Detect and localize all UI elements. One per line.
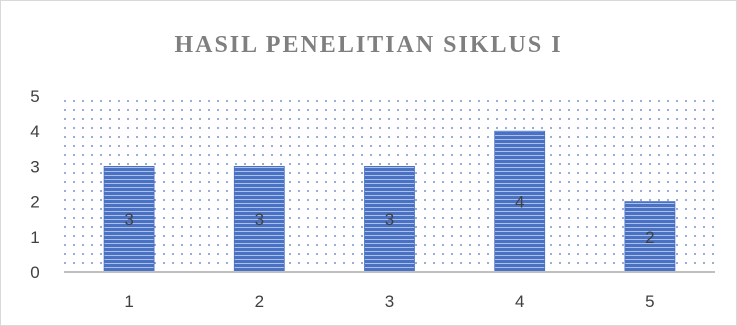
y-tick-label: 0 — [30, 263, 39, 282]
bar-data-label: 3 — [124, 210, 133, 229]
bar — [233, 165, 285, 273]
bar — [494, 130, 546, 273]
y-tick-label: 2 — [30, 193, 39, 212]
y-tick-label: 1 — [30, 228, 39, 247]
bar-data-label: 3 — [385, 210, 394, 229]
bar-data-label: 2 — [645, 228, 654, 247]
x-tick-label: 1 — [124, 292, 133, 311]
x-tick-label: 4 — [515, 292, 524, 311]
x-tick-label: 3 — [385, 292, 394, 311]
y-tick-label: 5 — [30, 87, 39, 106]
bar-data-label: 4 — [515, 193, 524, 212]
y-tick-label: 4 — [30, 122, 39, 141]
chart-title: HASIL PENELITIAN SIKLUS I — [174, 32, 563, 58]
y-tick-label: 3 — [30, 157, 39, 176]
x-tick-label: 2 — [255, 292, 264, 311]
bar — [624, 201, 676, 273]
x-tick-label: 5 — [645, 292, 654, 311]
bar — [364, 165, 415, 273]
bar — [103, 165, 155, 273]
bar-data-label: 3 — [255, 210, 264, 229]
